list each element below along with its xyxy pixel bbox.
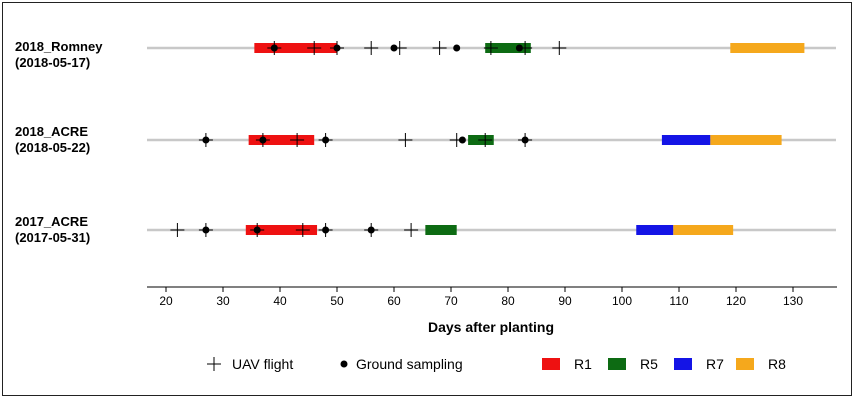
x-tick-label-40: 40	[273, 294, 287, 308]
legend-ground-sampling-label: Ground sampling	[356, 356, 463, 372]
legend-r7-label: R7	[706, 356, 724, 372]
ground-sampling-marker-2-3	[367, 226, 375, 234]
x-tick-label-90: 90	[558, 294, 572, 308]
uav-flight-marker-0-8	[552, 41, 567, 55]
uav-flight-marker-0-5	[432, 41, 447, 55]
ground-sampling-marker-0-3	[453, 44, 461, 52]
site-label-1-name: 2018_ACRE	[15, 124, 88, 139]
x-axis-title: Days after planting	[428, 319, 554, 335]
stage-bar-0-r1	[254, 43, 337, 53]
x-tick-label-70: 70	[444, 294, 458, 308]
stage-bar-2-r5	[425, 225, 457, 235]
event-markers	[170, 41, 567, 237]
stage-bar-2-r1	[245, 225, 318, 235]
site-label-2-name: 2017_ACRE	[15, 214, 88, 229]
legend-r5-swatch	[608, 358, 626, 370]
ground-sampling-marker-1-3	[458, 136, 466, 144]
x-tick-label-30: 30	[216, 294, 230, 308]
ground-sampling-marker-0-1	[333, 44, 341, 52]
x-tick-label-80: 80	[501, 294, 515, 308]
x-tick-label-50: 50	[330, 294, 344, 308]
site-label-0-date: (2018-05-17)	[15, 55, 90, 70]
uav-flight-marker-1-2	[290, 133, 305, 147]
legend-r7-swatch	[674, 358, 692, 370]
ground-sampling-marker-1-4	[521, 136, 529, 144]
ground-sampling-marker-0-2	[390, 44, 398, 52]
x-tick-label-130: 130	[783, 294, 803, 308]
legend-r1-swatch	[542, 358, 560, 370]
uav-flight-marker-0-3	[364, 41, 379, 55]
stage-bar-0-r8	[730, 43, 805, 53]
legend-uav-flight-icon	[207, 357, 221, 371]
legend-r5-label: R5	[640, 356, 658, 372]
uav-flight-marker-1-6	[478, 133, 493, 147]
stage-bar-0-r5	[485, 43, 531, 53]
uav-flight-marker-2-0	[170, 223, 185, 237]
stage-bar-1-r1	[248, 135, 315, 145]
legend-r1-label: R1	[574, 356, 592, 372]
x-tick-label-110: 110	[669, 294, 688, 308]
legend-r8-swatch	[736, 358, 754, 370]
uav-flight-marker-2-3	[295, 223, 310, 237]
ground-sampling-marker-2-0	[202, 226, 210, 234]
x-tick-label-20: 20	[159, 294, 173, 308]
uav-flight-marker-0-1	[307, 41, 322, 55]
ground-sampling-marker-0-4	[515, 44, 523, 52]
site-label-1-date: (2018-05-22)	[15, 140, 90, 155]
x-tick-label-60: 60	[387, 294, 401, 308]
x-tick-label-100: 100	[612, 294, 632, 308]
x-axis: 20 30 40 50 60 70 80 90 100 110 120 130	[147, 286, 837, 308]
legend-ground-sampling-icon	[340, 360, 348, 368]
ground-sampling-marker-0-0	[270, 44, 278, 52]
legend-r8-label: R8	[768, 356, 786, 372]
ground-sampling-marker-2-2	[322, 226, 330, 234]
ground-sampling-marker-2-1	[253, 226, 261, 234]
legend-uav-flight-label: UAV flight	[232, 356, 293, 372]
stage-bar-1-r7	[661, 135, 711, 145]
site-label-2-date: (2017-05-31)	[15, 230, 90, 245]
x-tick-label-120: 120	[726, 294, 746, 308]
stage-bar-2-r7	[636, 225, 674, 235]
uav-flight-marker-2-6	[404, 223, 419, 237]
uav-flight-marker-0-6	[483, 41, 498, 55]
legend: UAV flight Ground sampling R1 R5 R7 R8	[207, 356, 786, 372]
site-label-0-name: 2018_Romney	[15, 39, 103, 54]
stage-bar-1-r8	[710, 135, 782, 145]
site-labels: 2018_Romney (2018-05-17) 2018_ACRE (2018…	[15, 39, 103, 245]
ground-sampling-marker-1-2	[322, 136, 330, 144]
figure-frame	[2, 2, 852, 396]
uav-flight-marker-1-4	[398, 133, 413, 147]
ground-sampling-marker-1-1	[259, 136, 267, 144]
ground-sampling-marker-1-0	[202, 136, 210, 144]
stage-bar-2-r8	[673, 225, 734, 235]
